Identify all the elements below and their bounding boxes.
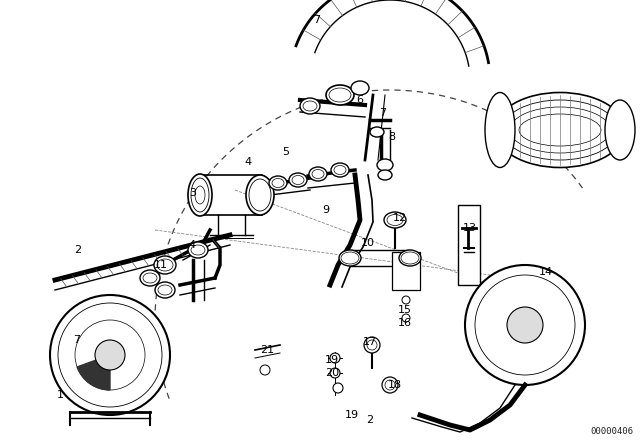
Circle shape: [95, 340, 125, 370]
Circle shape: [465, 265, 585, 385]
Text: 12: 12: [393, 213, 407, 223]
Wedge shape: [77, 355, 110, 390]
Ellipse shape: [188, 174, 212, 216]
Text: 2: 2: [367, 415, 374, 425]
Ellipse shape: [485, 92, 515, 168]
Text: 16: 16: [398, 318, 412, 328]
Text: 17: 17: [363, 337, 377, 347]
Circle shape: [364, 337, 380, 353]
Circle shape: [50, 295, 170, 415]
Circle shape: [333, 383, 343, 393]
Text: 3: 3: [189, 188, 196, 198]
Ellipse shape: [300, 98, 320, 114]
Circle shape: [330, 353, 340, 363]
Ellipse shape: [351, 81, 369, 95]
Text: 14: 14: [539, 267, 553, 277]
Text: 7: 7: [74, 335, 81, 345]
Text: 21: 21: [260, 345, 274, 355]
Ellipse shape: [140, 270, 160, 286]
Circle shape: [330, 368, 340, 378]
Text: 00000406: 00000406: [591, 427, 634, 436]
Ellipse shape: [495, 92, 625, 168]
Text: 4: 4: [244, 157, 252, 167]
Ellipse shape: [399, 250, 421, 266]
Ellipse shape: [339, 250, 361, 266]
Circle shape: [507, 307, 543, 343]
Text: 11: 11: [154, 260, 168, 270]
Bar: [392, 252, 420, 290]
Bar: [458, 205, 480, 285]
Text: 18: 18: [388, 380, 402, 390]
Ellipse shape: [331, 163, 349, 177]
Text: 4: 4: [188, 240, 196, 250]
Text: 10: 10: [361, 238, 375, 248]
Ellipse shape: [269, 176, 287, 190]
Text: 19: 19: [325, 355, 339, 365]
Ellipse shape: [378, 170, 392, 180]
Text: 7: 7: [314, 15, 321, 25]
Text: 7: 7: [380, 108, 387, 118]
Text: 5: 5: [282, 147, 289, 157]
Text: 15: 15: [398, 305, 412, 315]
Text: 19: 19: [345, 410, 359, 420]
Circle shape: [382, 377, 398, 393]
Text: 20: 20: [325, 368, 339, 378]
Ellipse shape: [605, 100, 635, 160]
Ellipse shape: [370, 127, 384, 137]
Ellipse shape: [289, 173, 307, 187]
Text: 8: 8: [388, 132, 396, 142]
Ellipse shape: [246, 175, 274, 215]
Text: 6: 6: [356, 95, 364, 105]
Text: 1: 1: [56, 390, 63, 400]
Ellipse shape: [377, 159, 393, 171]
Ellipse shape: [154, 256, 176, 274]
Text: 13: 13: [463, 223, 477, 233]
Ellipse shape: [384, 212, 406, 228]
Ellipse shape: [309, 167, 327, 181]
Ellipse shape: [155, 282, 175, 298]
Text: 9: 9: [323, 205, 330, 215]
Text: 2: 2: [74, 245, 81, 255]
Ellipse shape: [188, 242, 208, 258]
Ellipse shape: [326, 85, 354, 105]
